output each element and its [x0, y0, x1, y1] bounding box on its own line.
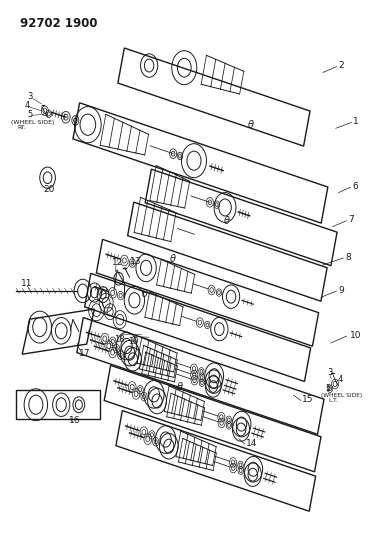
Text: RT.: RT.	[17, 125, 26, 131]
Text: 5: 5	[325, 384, 330, 393]
Text: 2: 2	[339, 61, 344, 70]
Text: $\theta$: $\theta$	[247, 118, 254, 130]
Text: 12: 12	[112, 258, 123, 267]
Text: 9: 9	[339, 286, 344, 295]
Text: 14: 14	[246, 439, 258, 448]
Text: 19: 19	[128, 336, 138, 345]
Text: 7: 7	[348, 215, 354, 224]
Text: 4: 4	[24, 101, 29, 110]
Text: 20: 20	[43, 185, 54, 194]
Text: 92702 1900: 92702 1900	[20, 17, 98, 30]
Text: 3: 3	[27, 92, 33, 101]
Text: 18: 18	[114, 335, 125, 344]
Text: 10: 10	[350, 331, 361, 340]
Text: 16: 16	[69, 416, 80, 425]
Text: 11: 11	[21, 279, 33, 288]
Text: $\theta$: $\theta$	[169, 252, 176, 264]
Text: 3: 3	[328, 368, 333, 377]
Text: 15: 15	[301, 395, 313, 404]
Text: $\theta$: $\theta$	[223, 214, 231, 226]
Text: 4: 4	[338, 375, 343, 384]
Text: (WHEEL SIDE): (WHEEL SIDE)	[11, 120, 54, 125]
Text: 6: 6	[352, 182, 358, 191]
Text: 17: 17	[79, 349, 90, 358]
Text: 8: 8	[345, 253, 351, 262]
Text: 5: 5	[27, 110, 33, 118]
Text: L.T.: L.T.	[328, 398, 338, 402]
Text: $\theta$: $\theta$	[176, 381, 184, 392]
Text: 13: 13	[130, 257, 141, 266]
Text: (WHEEL SIDE): (WHEEL SIDE)	[321, 393, 362, 398]
Text: 1: 1	[354, 117, 359, 126]
Text: $\theta$: $\theta$	[142, 287, 149, 299]
